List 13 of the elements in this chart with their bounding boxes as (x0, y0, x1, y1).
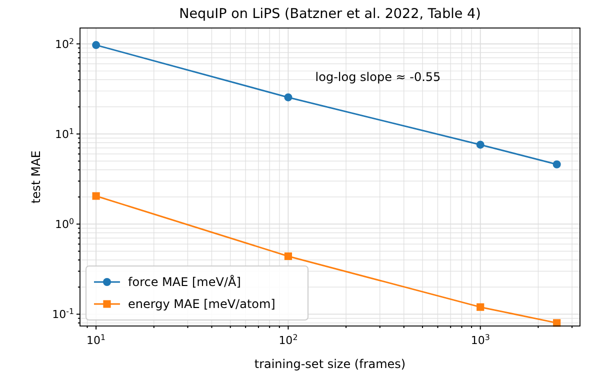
x-tick-label: 10$^{3}$ (470, 332, 490, 347)
y-axis-title: test MAE (29, 150, 43, 204)
x-tick-label: 10$^{2}$ (278, 332, 298, 347)
y-tick-label: 10$^{1}$ (54, 126, 74, 141)
y-tick-label: 10$^{0}$ (54, 216, 74, 232)
legend-label: force MAE [meV/Å] (128, 274, 241, 289)
x-tick-label: 10$^{1}$ (86, 332, 106, 347)
x-axis-title: training-set size (frames) (254, 357, 406, 371)
y-tick-label: 10$^{-1}$ (52, 306, 74, 322)
annotation: log-log slope ≈ -0.55 (315, 70, 441, 84)
y-tick-label: 10$^{2}$ (54, 36, 74, 51)
legend-label: energy MAE [meV/atom] (128, 297, 276, 311)
chart-title: NequIP on LiPS (Batzner et al. 2022, Table 4) (179, 6, 481, 22)
